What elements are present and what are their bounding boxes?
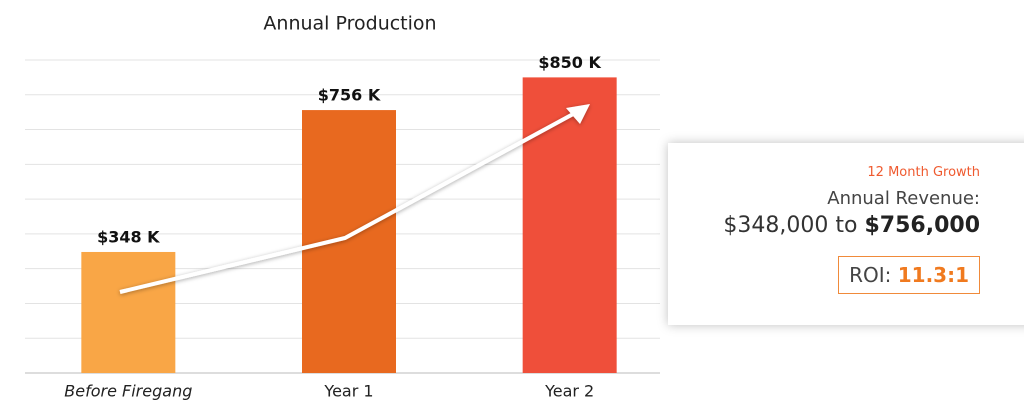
summary-card: 12 Month Growth Annual Revenue: $348,000…: [668, 143, 1024, 325]
card-range: $348,000 to $756,000: [723, 213, 980, 238]
bar: [302, 110, 396, 373]
x-tick-label: Year 2: [544, 382, 594, 401]
to-value: $756,000: [864, 213, 980, 238]
chart-title: Annual Production: [263, 13, 436, 35]
card-label: Annual Revenue:: [827, 188, 980, 209]
roi-label: ROI:: [849, 263, 892, 287]
bar: [522, 77, 617, 373]
value-label: $850 K: [538, 53, 601, 72]
value-label: $348 K: [97, 227, 160, 246]
value-label: $756 K: [318, 86, 381, 105]
from-value: $348,000: [723, 213, 829, 238]
x-tick-label: Year 1: [323, 382, 373, 401]
trend-arrow: [119, 104, 590, 294]
roi-value: 11.3:1: [897, 263, 969, 287]
x-tick-label: Before Firegang: [64, 382, 192, 401]
card-subtitle: 12 Month Growth: [867, 165, 980, 180]
bar: [81, 251, 176, 373]
roi-box: ROI: 11.3:1: [838, 256, 980, 294]
connector: to: [835, 213, 858, 238]
